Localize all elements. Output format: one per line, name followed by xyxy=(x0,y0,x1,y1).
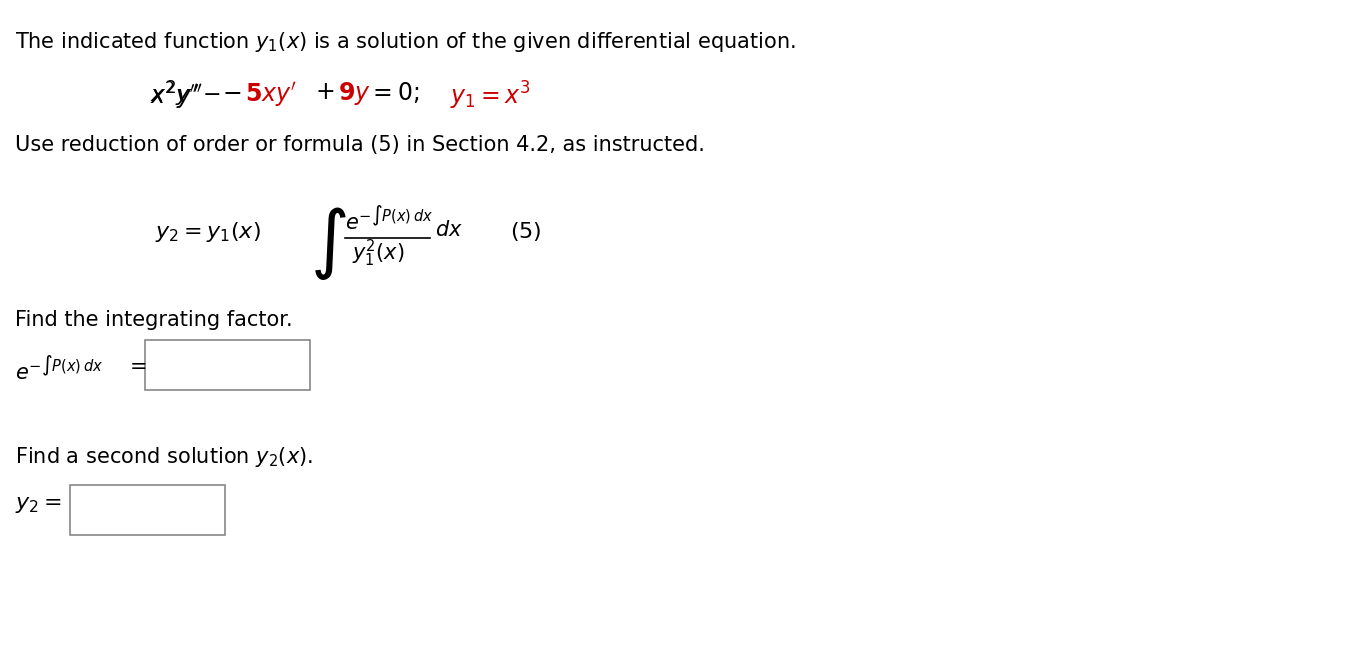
Text: $= 0;$: $= 0;$ xyxy=(368,80,419,105)
Text: $y_1 = x^3$: $y_1 = x^3$ xyxy=(449,80,531,112)
Text: $dx$: $dx$ xyxy=(434,220,463,240)
FancyBboxPatch shape xyxy=(69,485,225,535)
Text: $x^2y'' - $: $x^2y'' - $ xyxy=(150,80,221,110)
Text: $=$: $=$ xyxy=(125,355,147,375)
Text: $(5)$: $(5)$ xyxy=(509,220,542,243)
Text: $y_2 = y_1(x)$: $y_2 = y_1(x)$ xyxy=(155,220,260,244)
Text: $\mathbf{9}y$: $\mathbf{9}y$ xyxy=(338,80,370,107)
Text: Find the integrating factor.: Find the integrating factor. xyxy=(15,310,293,330)
Text: $e^{-\int P(x)\,dx}$: $e^{-\int P(x)\,dx}$ xyxy=(345,205,433,233)
FancyBboxPatch shape xyxy=(144,340,311,390)
Text: $y_2 =$: $y_2 =$ xyxy=(15,495,61,515)
Text: Find a second solution $y_2(x)$.: Find a second solution $y_2(x)$. xyxy=(15,445,313,469)
Text: $y_1^2(x)$: $y_1^2(x)$ xyxy=(351,238,405,269)
Text: $\int$: $\int$ xyxy=(311,205,346,282)
Text: Use reduction of order or formula (5) in Section 4.2, as instructed.: Use reduction of order or formula (5) in… xyxy=(15,135,706,155)
Text: $-$: $-$ xyxy=(222,80,241,104)
Text: $x^2y''$: $x^2y''$ xyxy=(150,80,203,112)
Text: $\mathbf{5}xy'$: $\mathbf{5}xy'$ xyxy=(245,80,297,109)
Text: $+$: $+$ xyxy=(315,80,334,104)
Text: The indicated function $y_1(x)$ is a solution of the given differential equation: The indicated function $y_1(x)$ is a sol… xyxy=(15,30,795,54)
Text: $e^{-\int P(x)\,dx}$: $e^{-\int P(x)\,dx}$ xyxy=(15,355,104,384)
